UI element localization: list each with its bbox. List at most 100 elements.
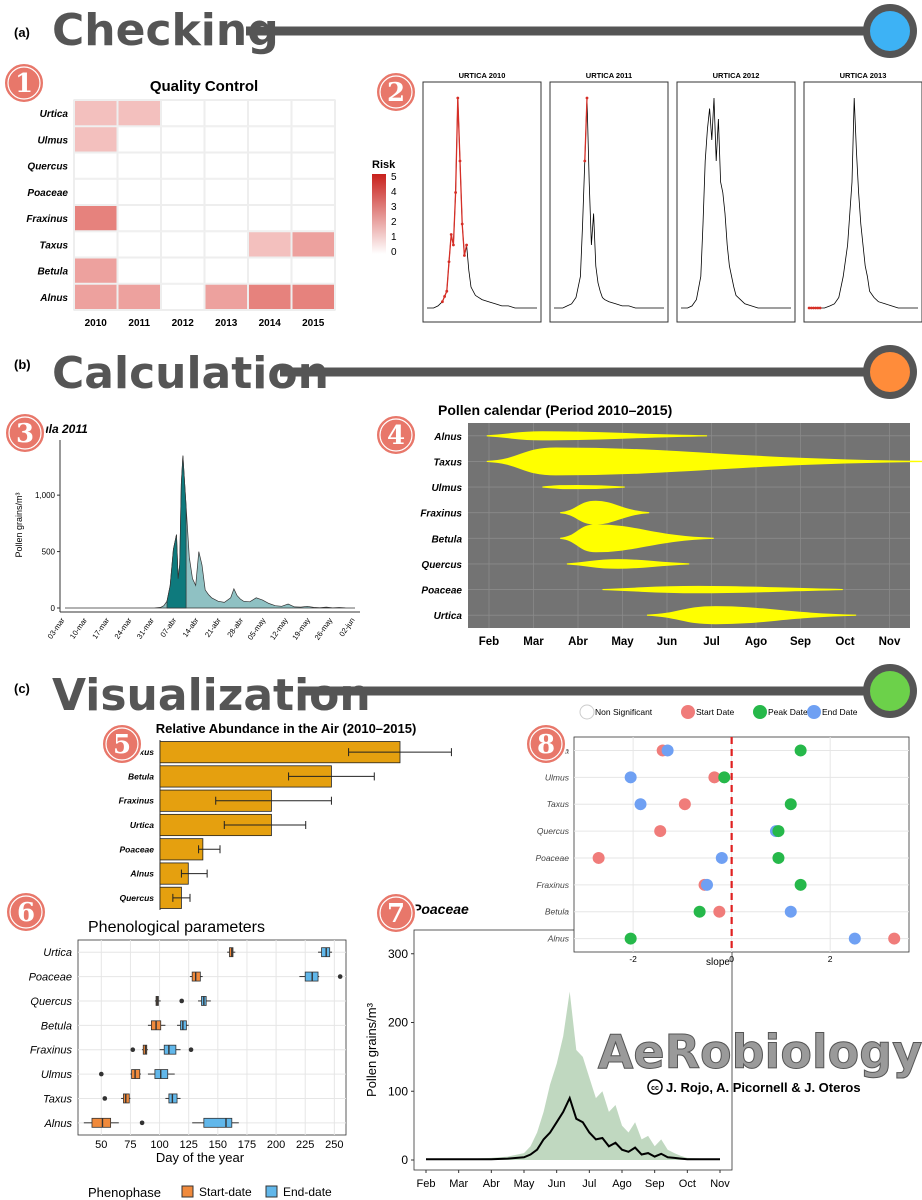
x-tick-label: 225 (296, 1139, 314, 1151)
y-tick-label: 1,000 (35, 491, 56, 500)
x-tick-label: 200 (267, 1139, 285, 1151)
taxon-label: Taxus (433, 457, 462, 468)
phenological-parameters-panel: Phenological parameters Day of the year … (29, 919, 347, 1200)
legend-tick: 0 (391, 247, 397, 258)
box (203, 1117, 233, 1128)
heatmap-cell (161, 100, 205, 127)
category-label: Urtica (43, 947, 72, 959)
heatmap-cell (117, 231, 161, 258)
category-label: Taxus (130, 747, 155, 757)
betula-2011-panel: Betula 2011 Pollen grains/m³ 05001,00003… (14, 422, 360, 642)
panel-title: URTICA 2012 (713, 71, 760, 80)
y-axis-label: Pollen grains/m³ (14, 492, 24, 557)
start-date-point (713, 905, 726, 918)
y-tick-label: 0 (401, 1153, 408, 1167)
peak-date-point (772, 825, 785, 838)
outlier (130, 1047, 136, 1052)
heatmap-cell (248, 231, 292, 258)
x-tick-label: 19-may (290, 616, 312, 642)
y-axis-label: Pollen grains/m³ (364, 1002, 379, 1097)
series-line (681, 97, 791, 309)
x-tick-label: 175 (238, 1139, 256, 1151)
main-season-area (166, 455, 187, 609)
heatmap-cell (248, 100, 292, 127)
legend-label: Start-date (199, 1185, 252, 1199)
outlier (99, 1071, 104, 1077)
taxon-label: Betula (431, 534, 462, 545)
x-tick-label: 05-may (246, 616, 268, 642)
category-label: Poaceae (535, 853, 569, 863)
x-tick-label: 24-mar (113, 616, 134, 641)
row-label: Alnus (39, 293, 68, 304)
legend-key (681, 705, 695, 719)
category-label: Urtica (130, 820, 154, 830)
cc-icon (647, 1079, 663, 1095)
section-tag: (c) (14, 681, 30, 696)
box (91, 1117, 112, 1128)
heatmap-cell (74, 100, 118, 127)
plot-area (77, 939, 347, 1136)
month-label: May (611, 636, 634, 648)
month-label: Jun (657, 636, 677, 648)
x-tick-label: 50 (95, 1139, 107, 1151)
section-header-visualization: (c) Visualization (14, 664, 917, 721)
heatmap-cell (117, 178, 161, 205)
heatmap-cell (248, 178, 292, 205)
heatmap-cell (117, 152, 161, 179)
step-badge-ring (529, 727, 563, 761)
panel-frame (676, 81, 796, 323)
heatmap-cell (204, 257, 248, 284)
legend-title: Phenophase (88, 1185, 161, 1200)
heatmap-cell (291, 152, 335, 179)
outlier (102, 1096, 108, 1101)
heatmap-cell (291, 178, 335, 205)
heatmap-cell (74, 231, 118, 258)
section-tag: (a) (14, 25, 30, 40)
heatmap-cell (204, 205, 248, 232)
column-label: 2011 (128, 318, 150, 329)
trend-slope-panel: slope -202UrticaUlmusTaxusQuercusPoaceae… (535, 704, 910, 968)
poaceae-curve-panel: Poaceae Pollen grains/m³ 0 100 200 300 Feb Ma… (364, 901, 733, 1190)
heatmap-cell (291, 231, 335, 258)
month-label: Oct (835, 636, 854, 648)
chart-title: Poaceae (412, 901, 469, 917)
chart-title: Phenological parameters (88, 919, 265, 936)
month-label: Nov (879, 636, 901, 648)
x-tick-label: 2 (828, 954, 833, 964)
plot-area (573, 736, 910, 953)
step-badge-ring (7, 66, 41, 100)
heatmap-cell (204, 100, 248, 127)
x-tick-label: 28-abr (225, 616, 245, 639)
taxon-label: Quercus (421, 560, 462, 571)
series-line (554, 97, 664, 309)
end-date-point (701, 878, 714, 891)
row-label: Ulmus (37, 135, 68, 146)
heatmap-cell (248, 257, 292, 284)
panel-frame (422, 81, 542, 323)
month-label: Jul (582, 1178, 596, 1190)
panel-frame (803, 81, 922, 323)
row-label: Fraxinus (26, 214, 68, 225)
logo-text: AeRobiology (598, 1025, 922, 1079)
heatmap-cell (291, 283, 335, 310)
category-label: Betula (128, 771, 154, 781)
taxon-label: Urtica (434, 611, 463, 622)
month-label: Oct (679, 1178, 696, 1190)
category-label: Poaceae (29, 972, 72, 984)
x-tick-label: 125 (180, 1139, 198, 1151)
column-label: 2010 (85, 318, 108, 329)
end-date-point (624, 771, 637, 784)
violin-shape (560, 524, 714, 553)
outlier (139, 1120, 145, 1126)
violin-shape (646, 606, 857, 625)
violin-shape (566, 559, 690, 569)
x-tick-label: 10-mar (68, 616, 89, 641)
heatmap-cell (248, 152, 292, 179)
x-tick-label: 75 (124, 1139, 136, 1151)
heatmap-cell (117, 283, 161, 310)
category-label: Alnus (547, 934, 570, 944)
legend-key (807, 705, 821, 719)
legend-label: End-date (283, 1185, 332, 1199)
step-badge-ring (379, 418, 413, 452)
